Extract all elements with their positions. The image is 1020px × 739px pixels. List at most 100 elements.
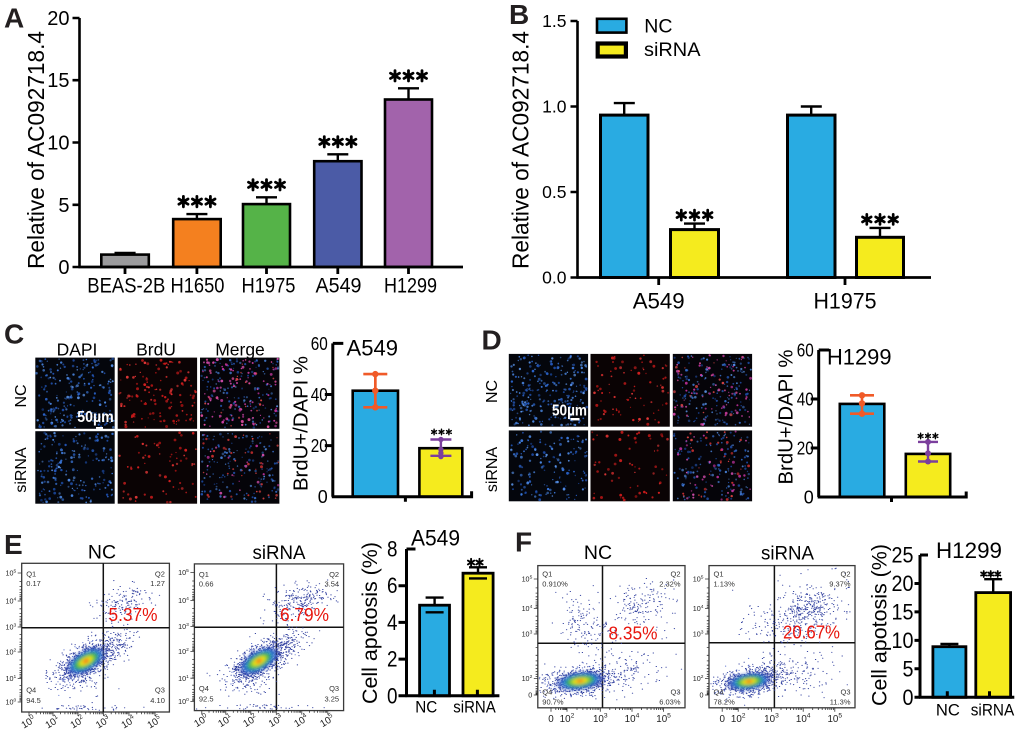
svg-text:NC: NC <box>644 15 672 37</box>
svg-text:H1299: H1299 <box>936 538 1002 563</box>
svg-text:0: 0 <box>528 691 532 700</box>
svg-text:5: 5 <box>58 195 69 217</box>
svg-text:NC: NC <box>936 701 960 720</box>
svg-text:92.5: 92.5 <box>199 695 214 704</box>
svg-text:Relative of AC092718.4: Relative of AC092718.4 <box>23 31 49 269</box>
svg-text:H1975: H1975 <box>242 275 296 298</box>
svg-text:siRNA: siRNA <box>971 701 1015 720</box>
svg-text:H1650: H1650 <box>171 275 225 298</box>
svg-text:F: F <box>515 527 532 558</box>
svg-text:104: 104 <box>5 597 16 606</box>
svg-text:101: 101 <box>178 674 189 683</box>
svg-text:6.03%: 6.03% <box>659 698 681 707</box>
svg-text:0.910%: 0.910% <box>542 580 568 589</box>
svg-text:0: 0 <box>548 714 554 725</box>
svg-text:Q2: Q2 <box>155 570 165 579</box>
svg-text:6.79%: 6.79% <box>280 604 329 625</box>
svg-text:5.37%: 5.37% <box>109 604 158 625</box>
svg-text:0: 0 <box>719 714 725 725</box>
svg-text:Q4: Q4 <box>199 684 209 693</box>
svg-text:0.5: 0.5 <box>542 182 566 202</box>
svg-text:Q3: Q3 <box>155 686 165 695</box>
svg-text:A549: A549 <box>316 275 362 298</box>
svg-text:1.13%: 1.13% <box>714 580 736 589</box>
svg-text:siRNA: siRNA <box>644 39 701 61</box>
svg-text:NC: NC <box>484 380 501 403</box>
svg-text:50µm: 50µm <box>77 409 114 426</box>
svg-text:102: 102 <box>522 674 533 683</box>
svg-text:102: 102 <box>5 648 16 657</box>
svg-text:1.27: 1.27 <box>150 579 165 588</box>
svg-text:BrdU+/DAPI %: BrdU+/DAPI % <box>291 356 313 491</box>
svg-text:104: 104 <box>522 604 533 613</box>
svg-text:11.3%: 11.3% <box>830 698 851 707</box>
svg-text:0.0: 0.0 <box>542 268 567 288</box>
svg-text:H1299: H1299 <box>827 345 892 370</box>
svg-text:Q1: Q1 <box>542 570 552 579</box>
svg-text:10: 10 <box>47 133 69 155</box>
svg-text:siRNA: siRNA <box>484 447 501 493</box>
svg-text:4: 4 <box>387 610 398 635</box>
svg-text:NC: NC <box>88 542 116 564</box>
svg-text:1.5: 1.5 <box>542 11 566 31</box>
svg-text:50µm: 50µm <box>552 403 587 420</box>
svg-text:H1975: H1975 <box>814 289 877 314</box>
svg-text:siRNA: siRNA <box>253 542 306 564</box>
svg-text:Q4: Q4 <box>26 686 36 695</box>
svg-text:15: 15 <box>892 599 914 624</box>
svg-text:siRNA: siRNA <box>13 447 30 493</box>
svg-text:Q2: Q2 <box>670 570 680 579</box>
svg-text:B: B <box>509 0 529 30</box>
svg-text:15: 15 <box>47 70 69 92</box>
svg-text:BEAS-2B: BEAS-2B <box>87 275 165 298</box>
svg-text:20: 20 <box>47 8 69 30</box>
svg-text:Q3: Q3 <box>670 688 680 697</box>
svg-text:Q3: Q3 <box>329 684 339 693</box>
svg-text:94.5: 94.5 <box>26 696 41 705</box>
svg-text:BrdU+/DAPI %: BrdU+/DAPI % <box>776 349 798 484</box>
svg-text:6: 6 <box>387 573 398 598</box>
svg-text:E: E <box>4 529 23 560</box>
svg-text:NC: NC <box>415 699 437 717</box>
svg-text:Q4: Q4 <box>714 688 724 697</box>
svg-text:Relative of AC092718.4: Relative of AC092718.4 <box>508 31 534 269</box>
svg-text:100: 100 <box>5 698 16 707</box>
svg-text:0: 0 <box>903 685 914 710</box>
svg-text:Q4: Q4 <box>542 688 552 697</box>
svg-text:0: 0 <box>804 487 814 508</box>
svg-text:103: 103 <box>522 630 533 639</box>
svg-text:25: 25 <box>892 543 914 568</box>
svg-text:8: 8 <box>387 537 398 562</box>
svg-text:105: 105 <box>5 569 16 578</box>
svg-text:60: 60 <box>311 333 328 354</box>
svg-text:H1299: H1299 <box>384 275 437 298</box>
svg-text:10: 10 <box>892 628 914 653</box>
svg-text:0: 0 <box>700 691 704 700</box>
svg-text:NC: NC <box>13 384 30 407</box>
svg-text:20.67%: 20.67% <box>783 622 840 643</box>
svg-text:Q1: Q1 <box>714 570 724 579</box>
svg-text:8.35%: 8.35% <box>609 623 658 644</box>
svg-text:Merge: Merge <box>215 340 265 360</box>
svg-text:A: A <box>4 3 24 34</box>
svg-text:104: 104 <box>178 596 189 605</box>
svg-text:60: 60 <box>797 340 814 361</box>
svg-text:Q1: Q1 <box>26 570 36 579</box>
svg-text:5: 5 <box>903 656 914 681</box>
svg-text:3.25: 3.25 <box>324 695 339 704</box>
svg-text:2.32%: 2.32% <box>659 580 681 589</box>
svg-text:siRNA: siRNA <box>761 543 814 565</box>
svg-text:A549: A549 <box>633 289 685 314</box>
svg-text:104: 104 <box>693 604 704 613</box>
svg-text:0.66: 0.66 <box>199 580 214 589</box>
svg-text:105: 105 <box>522 575 533 584</box>
svg-text:20: 20 <box>892 571 914 596</box>
svg-text:102: 102 <box>178 647 189 656</box>
svg-text:103: 103 <box>178 622 189 631</box>
svg-text:Q2: Q2 <box>840 570 850 579</box>
svg-text:1.0: 1.0 <box>542 97 567 117</box>
svg-text:BrdU: BrdU <box>136 340 176 360</box>
svg-text:Cell apotosis (%): Cell apotosis (%) <box>359 542 382 704</box>
svg-text:Cell apotosis (%): Cell apotosis (%) <box>869 544 892 706</box>
svg-text:C: C <box>4 319 24 350</box>
